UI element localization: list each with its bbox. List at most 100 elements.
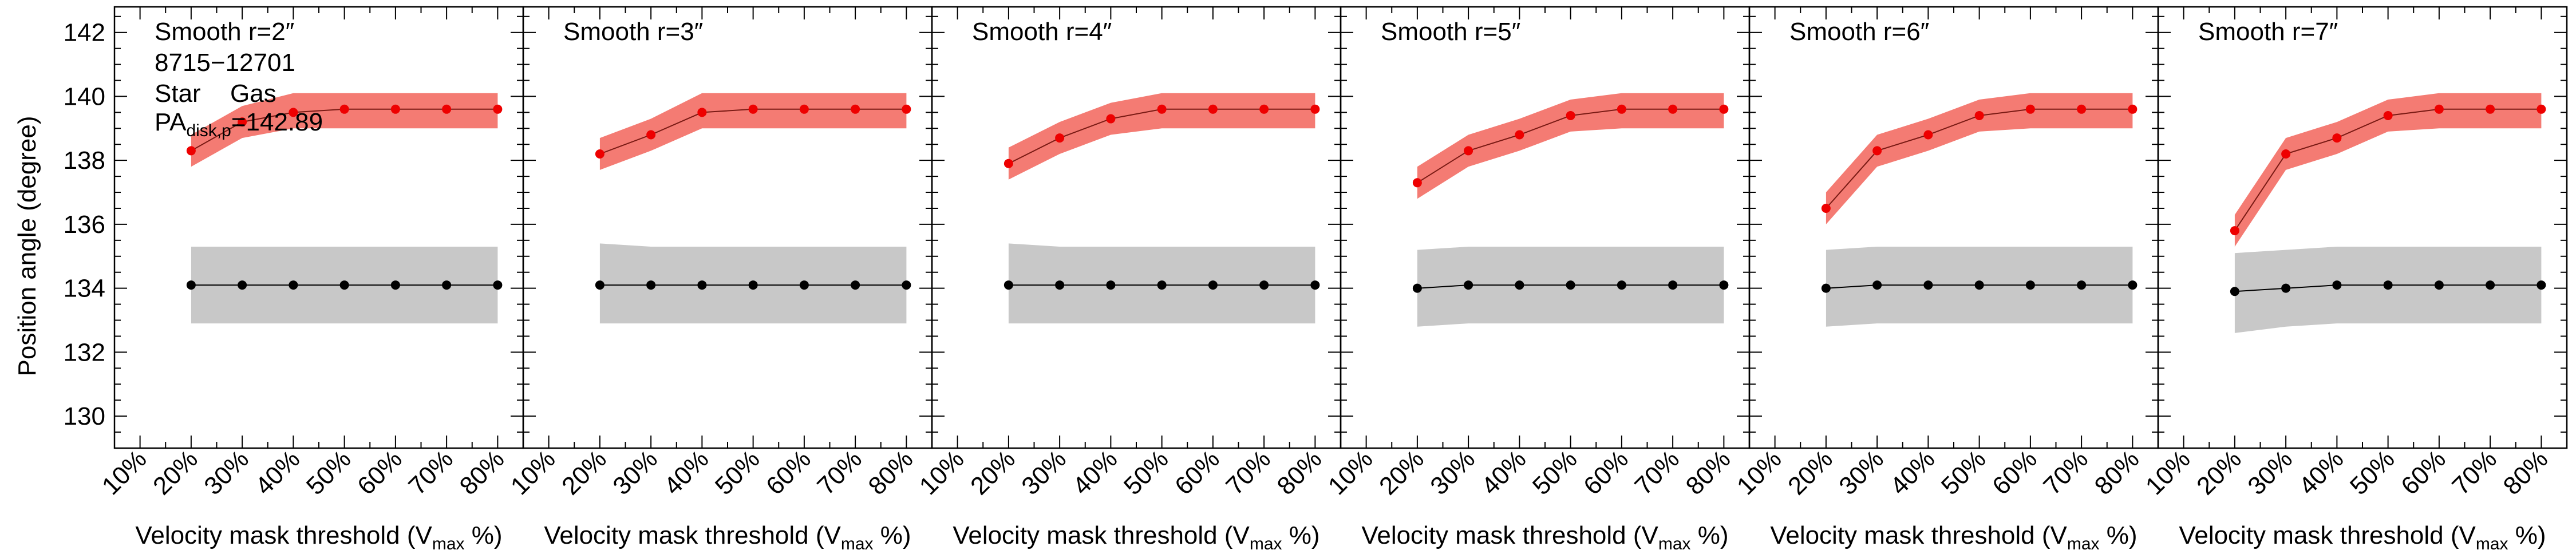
x-tick-label: 10% (505, 445, 561, 500)
star-data-point (1719, 280, 1729, 290)
x-axis-label: Velocity mask threshold (Vmax %) (135, 521, 502, 553)
x-tick-label: 10% (1732, 445, 1787, 500)
x-tick-label: 20% (1374, 445, 1429, 500)
x-tick-label: 10% (97, 445, 152, 500)
x-tick-label: 60% (761, 445, 816, 500)
x-tick-label: 30% (1834, 445, 1889, 500)
gas-data-point (1310, 104, 1320, 114)
x-tick-label: 40% (1885, 445, 1941, 500)
x-tick-label: 80% (2498, 445, 2554, 500)
gas-uncertainty-band (191, 93, 498, 167)
star-uncertainty-band (2234, 247, 2542, 333)
x-tick-label: 60% (1987, 445, 2042, 500)
x-tick-label: 80% (2089, 445, 2145, 500)
gas-data-point (1208, 104, 1218, 114)
plot-frame (931, 6, 1342, 449)
x-tick-label: 40% (659, 445, 714, 500)
x-tick-label: 20% (148, 445, 203, 500)
x-tick-label: 70% (403, 445, 459, 500)
star-data-point (1974, 280, 1984, 290)
star-data-point (851, 280, 860, 290)
panel-title: Smooth r=3″ (563, 18, 703, 46)
star-data-point (1668, 280, 1678, 290)
star-data-point (1617, 280, 1626, 290)
x-tick-label: 40% (250, 445, 306, 500)
gas-data-point (1719, 104, 1729, 114)
x-tick-label: 10% (2140, 445, 2196, 500)
gas-uncertainty-band (599, 93, 907, 170)
gas-data-point (2332, 133, 2342, 143)
star-data-point (2434, 280, 2444, 290)
star-data-point (2383, 280, 2393, 290)
gas-data-point (1617, 104, 1626, 114)
panel-3: 10%20%30%40%50%60%70%80% Velocity mask th… (914, 6, 1342, 553)
x-tick-label: 50% (1527, 445, 1583, 500)
x-tick-label: 30% (1016, 445, 1072, 500)
x-tick-label: 80% (863, 445, 919, 500)
x-tick-label: 80% (455, 445, 510, 500)
gas-data-point (748, 104, 758, 114)
star-data-point (2537, 280, 2546, 290)
gas-data-point (1055, 133, 1065, 143)
gas-data-point (2383, 110, 2393, 120)
gas-uncertainty-band (1826, 93, 2133, 224)
gas-data-point (1259, 104, 1269, 114)
star-data-point (238, 280, 247, 290)
x-tick-label: 80% (1272, 445, 1327, 500)
gas-data-point (1923, 130, 1933, 140)
star-data-point (1923, 280, 1933, 290)
star-data-point (289, 280, 298, 290)
x-tick-label: 30% (2242, 445, 2298, 500)
gas-data-point (339, 104, 349, 114)
gas-data-point (238, 117, 247, 127)
gas-data-point (1157, 104, 1167, 114)
x-tick-label: 20% (965, 445, 1021, 500)
x-tick-label: 20% (1783, 445, 1838, 500)
panel-title: Smooth r=5″ (1381, 18, 1520, 46)
star-data-point (1208, 280, 1218, 290)
gas-data-point (1515, 130, 1524, 140)
x-tick-label: 60% (1170, 445, 1225, 500)
gas-data-point (799, 104, 809, 114)
x-axis-label: Velocity mask threshold (Vmax %) (544, 521, 911, 553)
star-data-point (2077, 280, 2087, 290)
star-data-point (1106, 280, 1116, 290)
gas-data-point (2025, 104, 2035, 114)
gas-uncertainty-band (1008, 93, 1315, 180)
x-axis-label: Velocity mask threshold (Vmax %) (1361, 521, 1728, 553)
y-tick-label: 132 (64, 338, 105, 366)
gas-data-point (1412, 178, 1422, 188)
gas-data-point (595, 149, 605, 159)
star-data-point (1566, 280, 1575, 290)
panel-5: 10%20%30%40%50%60%70%80% Velocity mask th… (1732, 6, 2159, 553)
x-axis-label: Velocity mask threshold (Vmax %) (1770, 521, 2137, 553)
star-data-point (697, 280, 707, 290)
star-data-point (1310, 280, 1320, 290)
gas-data-point (1003, 159, 1013, 168)
star-data-point (1872, 280, 1882, 290)
gas-data-point (2128, 104, 2138, 114)
x-tick-label: 70% (1220, 445, 1276, 500)
star-data-point (1157, 280, 1167, 290)
gas-data-point (1872, 146, 1882, 156)
gas-data-point (2434, 104, 2444, 114)
x-tick-label: 70% (1629, 445, 1685, 500)
panel-4: 10%20%30%40%50%60%70%80% Velocity mask th… (1323, 6, 1751, 553)
star-data-point (2128, 280, 2138, 290)
gas-data-point (186, 146, 196, 156)
x-tick-label: 50% (1936, 445, 1992, 500)
gas-data-point (1464, 146, 1473, 156)
star-data-point (2332, 280, 2342, 290)
star-data-point (186, 280, 196, 290)
gas-data-point (646, 130, 656, 140)
star-data-point (1003, 280, 1013, 290)
x-axis-label: Velocity mask threshold (Vmax %) (2179, 521, 2546, 553)
y-tick-label: 138 (64, 147, 105, 175)
star-data-point (1412, 283, 1422, 293)
x-tick-label: 10% (1323, 445, 1378, 500)
star-data-point (1464, 280, 1473, 290)
star-data-point (748, 280, 758, 290)
y-tick-label: 140 (64, 82, 105, 110)
gas-data-point (493, 104, 503, 114)
